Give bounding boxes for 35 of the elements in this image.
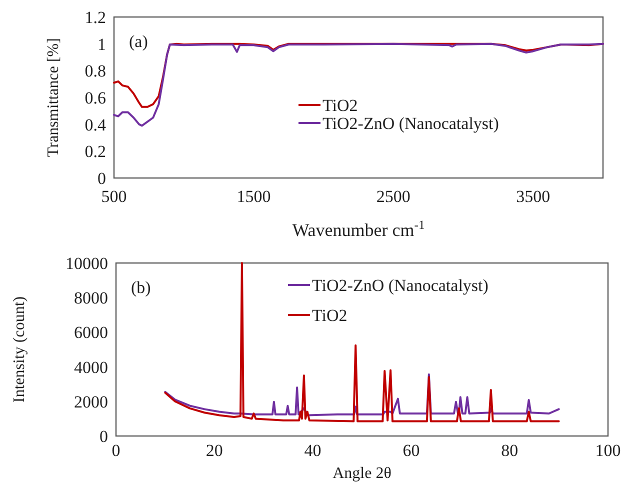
- y-tick-label: 0: [98, 168, 106, 188]
- x-tick-label: 1500: [236, 187, 271, 206]
- annotation: (a): [129, 32, 148, 51]
- y-tick-label: 0: [100, 426, 108, 446]
- y-tick-label: 6000: [74, 323, 108, 342]
- y-tick-label: 1.2: [84, 8, 106, 27]
- x-tick-label: 40: [304, 441, 322, 460]
- legend-label: TiO2-ZnO (Nanocatalyst): [322, 114, 499, 133]
- line-series: [164, 373, 560, 416]
- legend-label: TiO2: [312, 306, 348, 325]
- x-tick-label: 3500: [516, 187, 550, 206]
- x-tick-label: 500: [101, 187, 127, 206]
- x-axis-title: Angle 2θ: [332, 465, 392, 482]
- y-tick-label: 10000: [66, 254, 108, 273]
- y-axis-title: Intensity (count): [11, 296, 28, 403]
- legend-label: TiO2-ZnO (Nanocatalyst): [312, 276, 488, 295]
- x-tick-label: 100: [595, 441, 621, 460]
- x-tick-label: 60: [402, 441, 420, 460]
- y-tick-label: 0.4: [84, 115, 106, 134]
- y-tick-label: 8000: [74, 288, 108, 308]
- y-tick-label: 4000: [74, 358, 108, 377]
- legend-label: TiO2: [322, 96, 358, 115]
- x-tick-label: 80: [501, 441, 518, 460]
- y-tick-label: 0.8: [84, 62, 106, 81]
- x-axis-title: Wavenumber cm$^{-1}$: [292, 218, 425, 240]
- y-tick-label: 1: [98, 34, 106, 54]
- x-tick-label: 20: [206, 441, 223, 460]
- y-tick-label: 0.2: [84, 142, 106, 162]
- y-tick-label: 2000: [74, 392, 108, 412]
- annotation: (b): [131, 278, 151, 297]
- x-tick-label: 0: [112, 441, 120, 460]
- y-tick-label: 0.6: [84, 88, 106, 108]
- y-axis-title: Transmittance [%]: [45, 38, 62, 157]
- x-tick-label: 2500: [376, 187, 410, 206]
- line-series: [164, 262, 560, 422]
